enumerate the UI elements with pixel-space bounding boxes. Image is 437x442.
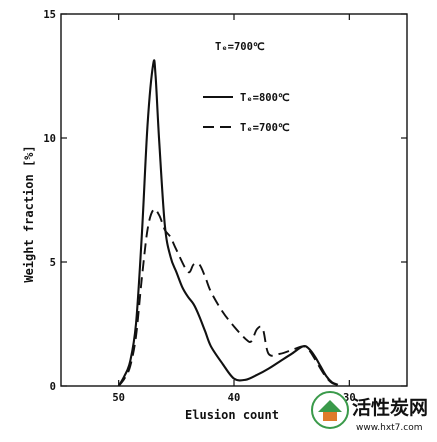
series-line-dashed [117, 208, 339, 387]
series-lines [117, 59, 339, 387]
axes [60, 13, 408, 387]
watermark-url: www.hxt7.com [356, 423, 423, 433]
legend: Tₑ=800℃ Tₑ=700℃ [203, 92, 290, 134]
watermark-title: 活性炭网 [352, 396, 428, 419]
legend-label-dashed: Tₑ=700℃ [240, 122, 290, 134]
y-tick-label: 5 [50, 257, 56, 269]
watermark: 活性炭网 www.hxt7.com [311, 391, 428, 433]
plot-frame [60, 13, 408, 387]
x-tick-label: 50 [112, 392, 125, 404]
legend-label-solid: Tₑ=800℃ [240, 92, 290, 104]
tree-house-icon-roof [318, 400, 342, 412]
y-tick-label: 0 [50, 381, 56, 393]
temperature-annotation: Tₑ=700℃ [215, 41, 265, 53]
y-tick-label: 15 [43, 9, 56, 21]
x-tick-label: 40 [228, 392, 241, 404]
y-axis-label: Weight fraction [%] [22, 145, 36, 282]
tree-house-icon-body [323, 412, 337, 421]
series-line-solid [117, 59, 339, 387]
x-axis-label: Elusion count [185, 408, 279, 422]
y-tick-label: 10 [43, 133, 56, 145]
